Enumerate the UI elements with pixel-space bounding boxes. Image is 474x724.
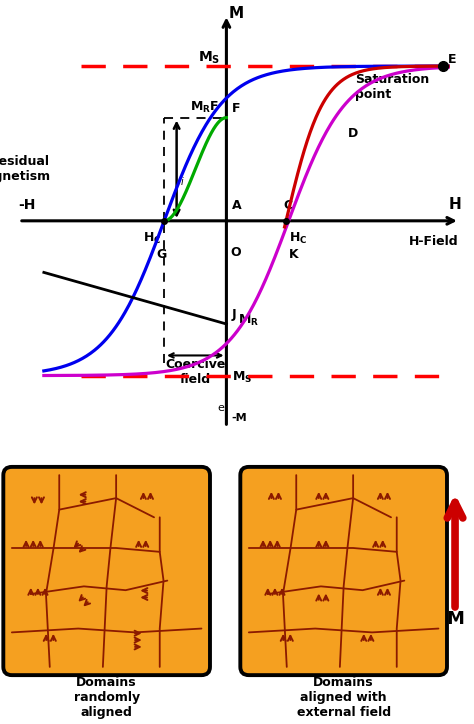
Text: G: G [156, 248, 167, 261]
Text: -H: -H [18, 198, 36, 212]
Text: Domains
randomly
aligned: Domains randomly aligned [73, 676, 140, 719]
Text: K: K [289, 248, 298, 261]
Text: e: e [217, 403, 224, 413]
Text: D: D [348, 127, 358, 140]
Text: H: H [448, 197, 461, 212]
Text: Residual
magnetism: Residual magnetism [0, 155, 50, 183]
Text: i: i [180, 177, 183, 187]
Text: -M: -M [232, 413, 247, 423]
Text: E: E [447, 53, 456, 66]
Text: Coercive
field: Coercive field [165, 358, 226, 387]
Text: C: C [283, 199, 292, 212]
Text: M$_\mathbf{R}$: M$_\mathbf{R}$ [238, 313, 259, 328]
Text: O: O [230, 246, 241, 259]
Text: J: J [232, 308, 236, 321]
Text: H$_\mathbf{C}$: H$_\mathbf{C}$ [289, 230, 307, 245]
Text: M: M [228, 6, 243, 21]
Text: H-Field: H-Field [409, 235, 459, 248]
FancyBboxPatch shape [240, 467, 447, 675]
FancyBboxPatch shape [3, 467, 210, 675]
Text: M: M [446, 610, 464, 628]
Text: M$_\mathbf{R}$F: M$_\mathbf{R}$F [190, 100, 219, 115]
Text: M$_\mathbf{S}$: M$_\mathbf{S}$ [198, 49, 220, 66]
Text: A: A [232, 199, 241, 212]
Text: F: F [232, 103, 240, 116]
Text: H$_\mathbf{C}$: H$_\mathbf{C}$ [143, 230, 162, 245]
Text: M$_\mathbf{S}$: M$_\mathbf{S}$ [232, 370, 252, 385]
Text: Domains
aligned with
external field: Domains aligned with external field [297, 676, 391, 719]
Text: Saturation
point: Saturation point [355, 73, 429, 101]
